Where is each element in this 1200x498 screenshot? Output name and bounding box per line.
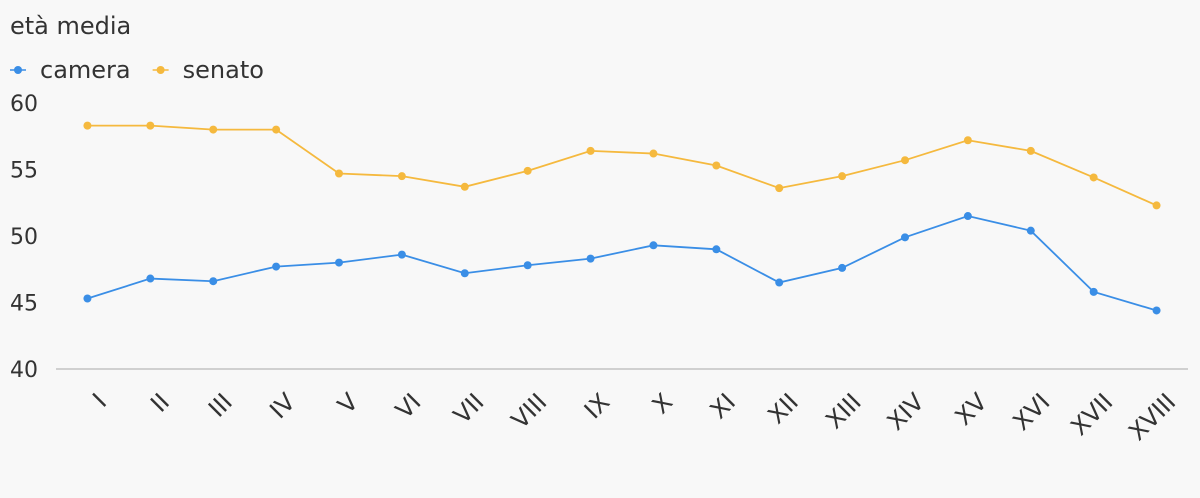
data-point — [901, 156, 909, 165]
y-tick-label: 50 — [10, 225, 38, 250]
legend-item: senato — [152, 56, 264, 84]
legend-label: camera — [40, 56, 131, 84]
data-point — [272, 262, 281, 271]
legend-item: camera — [10, 56, 131, 84]
data-point — [838, 172, 847, 181]
data-point — [1089, 173, 1098, 182]
data-point — [83, 294, 92, 303]
legend-label: senato — [183, 56, 264, 84]
data-point — [335, 258, 343, 267]
data-point — [335, 169, 343, 178]
y-tick-label: 40 — [10, 358, 38, 383]
data-point — [712, 245, 721, 254]
data-point — [586, 254, 595, 263]
data-point — [460, 182, 469, 191]
data-point — [1152, 201, 1161, 210]
data-point — [523, 166, 532, 175]
data-point — [523, 261, 532, 270]
data-point — [83, 121, 92, 130]
y-tick-label: 60 — [10, 92, 38, 117]
data-point — [272, 125, 281, 134]
data-point — [775, 278, 784, 287]
data-point — [397, 250, 406, 259]
data-point — [1152, 306, 1161, 315]
data-point — [1089, 287, 1098, 296]
data-point — [1026, 146, 1035, 155]
data-point — [146, 274, 155, 283]
data-point — [963, 212, 972, 221]
data-point — [1026, 226, 1035, 235]
data-point — [775, 184, 784, 193]
series-line — [87, 215, 1157, 312]
data-point — [838, 263, 847, 272]
legend-marker — [14, 66, 22, 74]
series-line — [87, 124, 1157, 207]
data-point — [146, 121, 155, 130]
data-point — [209, 125, 218, 134]
data-point — [963, 136, 972, 145]
data-point — [712, 161, 721, 170]
data-point — [586, 146, 595, 155]
data-point — [901, 233, 909, 242]
data-point — [397, 172, 406, 181]
legend-marker — [156, 66, 165, 74]
chart-title: età media — [10, 12, 131, 40]
y-tick-label: 45 — [10, 292, 38, 317]
data-point — [209, 277, 218, 286]
data-point — [649, 149, 658, 158]
data-point — [649, 241, 658, 250]
data-point — [460, 269, 469, 278]
y-tick-label: 55 — [10, 159, 38, 184]
